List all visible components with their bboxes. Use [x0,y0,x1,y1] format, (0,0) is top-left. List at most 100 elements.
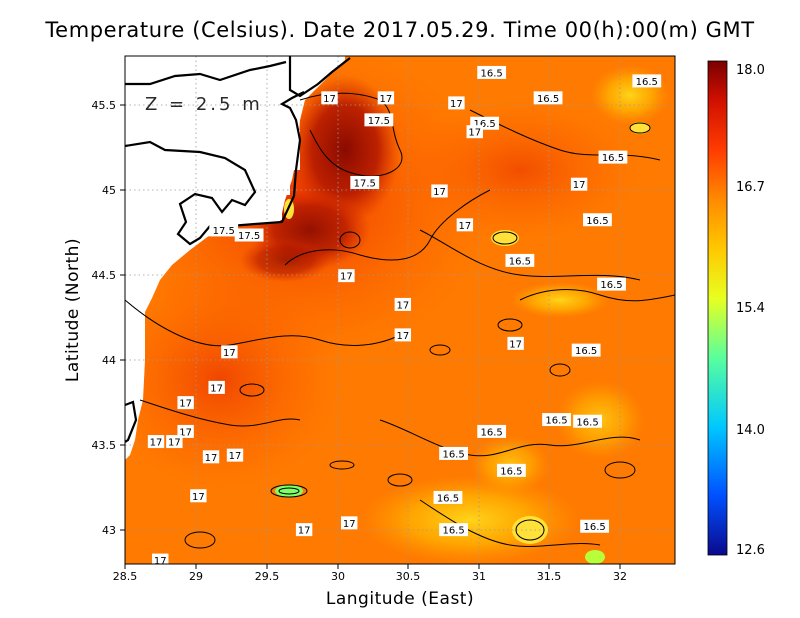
contour-label: 17 [321,91,338,105]
cool-spot [275,485,303,497]
svg-text:16.5: 16.5 [500,466,522,477]
contour-label: 17.5 [364,113,394,127]
x-tick-label: 31.5 [537,570,562,583]
y-tick-label: 45 [102,184,116,197]
contour-label: 17 [431,184,448,198]
svg-text:17: 17 [433,187,446,198]
contour-label: 16.5 [433,490,463,504]
contour-lines [125,92,675,549]
svg-text:17: 17 [179,399,192,410]
cool-patch [360,475,580,564]
svg-text:17.5: 17.5 [213,226,235,237]
contour-label: 17.5 [209,223,239,237]
contour-label: 17 [152,553,169,567]
x-tick-label: 28.5 [113,570,138,583]
svg-text:16.5: 16.5 [437,493,459,504]
svg-text:17: 17 [509,339,522,350]
contour-label: 16.5 [580,519,610,533]
x-tick-label: 32 [613,570,627,583]
contour-label: 17 [221,345,238,359]
contour-label: 16.5 [583,213,612,227]
x-tick-label: 31 [472,570,486,583]
y-axis-label: Latitude (North) [63,237,83,383]
contour-label: 16.5 [439,523,468,537]
contour-label: 17 [226,448,244,462]
contour-label: 17 [394,297,412,311]
svg-text:16.5: 16.5 [576,417,598,428]
contour-label: 16.5 [571,343,601,357]
plot-title: Temperature (Celsius). Date 2017.05.29. … [45,18,755,42]
coastline-north [125,60,287,86]
svg-text:16.5: 16.5 [537,94,559,105]
contour-label: 17 [570,177,588,191]
contour-label: 17 [338,269,355,283]
contour-label: 16.5 [505,253,535,267]
svg-text:17: 17 [459,221,472,232]
contour-label: 16.5 [573,414,602,428]
map-frame [124,55,676,565]
contour-label: 16.5 [542,413,571,427]
svg-text:17: 17 [468,128,481,139]
contour-label: 17 [202,450,220,464]
svg-text:16.5: 16.5 [473,119,495,130]
y-tick-label: 43.5 [92,439,117,452]
contour-label: 16.5 [477,424,507,438]
contour-label: 16.5 [439,446,468,460]
svg-text:17: 17 [192,492,205,503]
svg-text:17: 17 [340,272,353,283]
svg-text:17: 17 [154,556,167,567]
x-tick-label: 30.5 [396,570,421,583]
y-tick-label: 43 [102,524,116,537]
x-axis-label: Langitude (East) [325,589,475,609]
contour-label: 17 [507,336,524,350]
svg-text:17: 17 [323,94,336,105]
svg-text:16.5: 16.5 [586,216,608,227]
svg-text:16.5: 16.5 [481,427,503,438]
contour-label: 17 [177,396,194,410]
x-axis: 28.5 29 29.5 30 30.5 31 31.5 32 [113,564,627,583]
svg-text:16.5: 16.5 [600,280,622,291]
svg-text:17: 17 [573,180,586,191]
svg-text:17: 17 [450,99,463,110]
colorbar-tick: 15.4 [736,301,765,316]
svg-text:16.5: 16.5 [442,526,464,537]
svg-text:17.5: 17.5 [354,179,376,190]
grid-lines [125,56,675,564]
contour-label: 16.5 [632,74,662,88]
contour-label: 17 [448,96,465,110]
svg-text:16.5: 16.5 [545,416,567,427]
colorbar-tick: 14.0 [736,423,765,438]
y-tick-label: 44.5 [92,269,117,282]
x-tick-label: 29 [189,570,203,583]
svg-text:17: 17 [396,331,409,342]
svg-text:17: 17 [229,451,242,462]
contour-label: 17 [341,516,358,530]
svg-text:17: 17 [179,427,192,438]
contour-label: 17 [377,91,395,105]
coastline [125,56,351,443]
colorbar-tick: 18.0 [736,63,765,78]
contour-label: 16.5 [533,91,563,105]
svg-text:16.5: 16.5 [481,68,503,79]
contour-label: 17 [295,523,313,537]
svg-text:17: 17 [380,94,393,105]
svg-text:17: 17 [205,453,218,464]
contour-label: 16.5 [597,277,626,291]
svg-text:16.5: 16.5 [583,522,605,533]
contour-label: 17 [147,435,165,449]
svg-text:17.5: 17.5 [238,231,260,242]
svg-text:16.5: 16.5 [602,153,624,164]
colorbar-tick: 16.7 [736,180,765,195]
contour-label: 17.5 [234,228,264,242]
contour-label: 17 [394,328,412,342]
svg-text:17: 17 [150,438,163,449]
colorbar-gradient [707,60,728,556]
x-tick-label: 30 [331,570,345,583]
x-tick-label: 29.5 [255,570,280,583]
contour-label: 16.5 [477,65,507,79]
svg-text:16.5: 16.5 [509,256,531,267]
contour-label: 17 [466,125,483,139]
colorbar: 18.0 16.7 15.4 14.0 12.6 [707,60,765,558]
svg-text:16.5: 16.5 [636,77,658,88]
